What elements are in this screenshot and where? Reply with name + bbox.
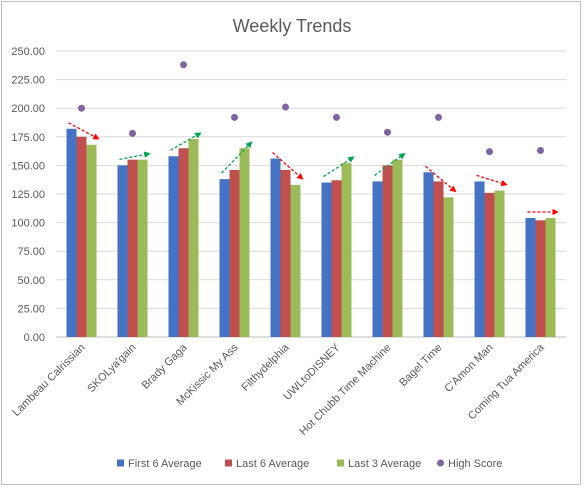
high-score-point: [537, 147, 544, 155]
x-category-label: Filthydelphia: [239, 341, 292, 394]
bar-last-6-average: [433, 181, 444, 337]
bar-first-6-average: [372, 181, 383, 337]
trend-arrows: [68, 122, 559, 216]
bars: [66, 128, 556, 337]
bar-first-6-average: [168, 156, 179, 337]
y-tick-label: 200.00: [11, 103, 45, 115]
bar-first-6-average: [270, 158, 281, 337]
y-tick-label: 0.00: [24, 332, 45, 344]
bar-last-6-average: [127, 159, 138, 337]
high-score-point: [129, 129, 136, 137]
bar-last-3-average: [188, 139, 199, 337]
x-category-label: Brady Gaga: [140, 341, 191, 392]
bar-last-3-average: [494, 190, 505, 337]
x-category-label: Lambeau Calrissian: [10, 342, 87, 419]
high-score-point: [435, 113, 442, 121]
y-tick-label: 100.00: [11, 218, 45, 230]
bar-last-6-average: [76, 136, 87, 337]
legend: First 6 Average Last 6 Average Last 3 Aver…: [117, 458, 502, 470]
y-tick-label: 125.00: [11, 189, 45, 201]
trend-arrow-down: [425, 165, 457, 193]
legend-label: Last 3 Average: [348, 458, 421, 470]
y-tick-label: 150.00: [11, 160, 45, 172]
bar-last-6-average: [229, 169, 240, 337]
bar-first-6-average: [474, 181, 485, 337]
y-tick-label: 50.00: [17, 275, 45, 287]
x-category-label: Hot Chubb Time Machine: [297, 342, 393, 438]
trend-arrow-down: [272, 152, 304, 180]
legend-marker: [117, 459, 124, 467]
legend-label: High Score: [448, 458, 502, 470]
high-score-point: [282, 103, 289, 111]
bar-first-6-average: [525, 218, 536, 337]
trend-arrow-up: [221, 141, 253, 174]
legend-marker: [337, 459, 344, 467]
bar-last-3-average: [392, 159, 403, 337]
bar-first-6-average: [219, 179, 230, 337]
trend-arrow-down: [476, 174, 508, 187]
trend-arrow-up: [374, 152, 406, 176]
bar-first-6-average: [423, 172, 434, 337]
y-axis-tick-labels: 0.00 25.00 50.00 75.00 100.00 125.00 150.00 175…: [11, 46, 45, 344]
legend-label: First 6 Average: [128, 458, 202, 470]
bar-last-6-average: [280, 169, 291, 337]
y-tick-label: 225.00: [11, 75, 45, 87]
bar-last-3-average: [290, 184, 301, 337]
bar-last-3-average: [86, 144, 97, 337]
high-score-points: [78, 61, 544, 156]
high-score-point: [486, 148, 493, 156]
y-tick-label: 25.00: [17, 303, 45, 315]
high-score-point: [231, 113, 238, 121]
high-score-point: [333, 113, 340, 121]
bar-last-6-average: [535, 220, 546, 337]
high-score-point: [78, 104, 85, 112]
y-tick-label: 175.00: [11, 132, 45, 144]
high-score-point: [384, 128, 391, 136]
bar-first-6-average: [117, 165, 128, 337]
bar-last-3-average: [137, 159, 148, 337]
bar-last-3-average: [443, 197, 454, 337]
y-tick-label: 75.00: [17, 246, 45, 258]
bar-last-3-average: [239, 148, 250, 337]
bar-last-6-average: [331, 180, 342, 337]
legend-marker: [225, 459, 232, 467]
y-tick-label: 250.00: [11, 46, 45, 58]
bar-last-3-average: [341, 163, 352, 337]
x-category-label: SKOLya'gain: [85, 342, 138, 395]
bar-last-3-average: [545, 218, 556, 337]
trend-arrow-up: [170, 132, 202, 151]
high-score-point: [180, 61, 187, 69]
x-category-label: Bagel Time: [397, 342, 444, 389]
bar-last-6-average: [178, 148, 189, 337]
trend-arrow-down: [68, 122, 100, 140]
x-category-label: C'Amon Man: [442, 342, 495, 395]
chart-title: Weekly Trends: [233, 16, 352, 36]
bar-first-6-average: [66, 128, 77, 337]
bar-last-6-average: [382, 165, 393, 337]
bar-first-6-average: [321, 182, 332, 337]
trend-arrow-up: [119, 151, 151, 161]
legend-label: Last 6 Average: [236, 458, 309, 470]
bar-last-6-average: [484, 192, 495, 337]
trend-arrow-up: [323, 156, 355, 178]
legend-marker: [437, 459, 444, 467]
